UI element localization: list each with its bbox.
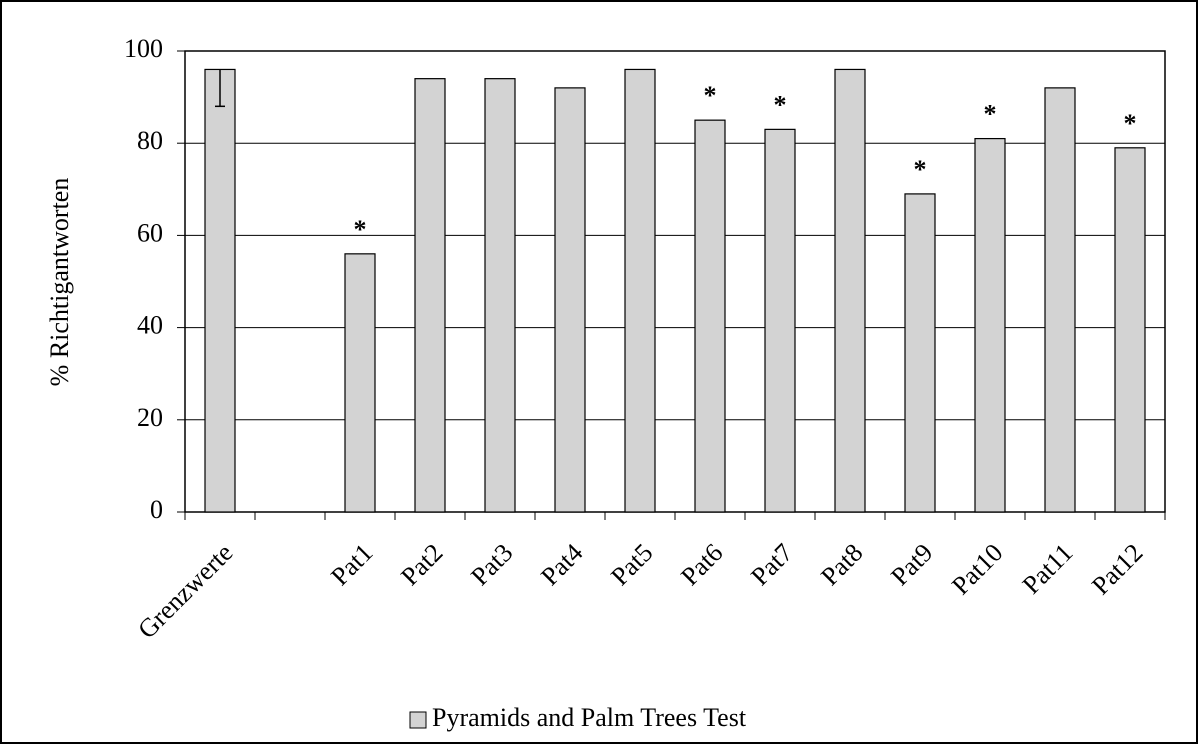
x-tick-label: Pat11 [1017, 538, 1079, 600]
y-axis-label: % Richtigantworten [45, 178, 74, 387]
annotation: * [774, 90, 787, 119]
bar [834, 68, 866, 513]
bar [1044, 87, 1076, 513]
legend-label: Pyramids and Palm Trees Test [432, 703, 747, 732]
x-tick-label: Grenzwerte [132, 538, 238, 644]
bar [694, 119, 726, 513]
annotation: * [354, 215, 367, 244]
annotation: * [1124, 109, 1137, 138]
x-tick-label: Pat4 [535, 538, 588, 591]
bar [624, 68, 656, 513]
legend-swatch [409, 711, 427, 729]
x-tick-label: Pat2 [395, 538, 448, 591]
x-tick-label: Pat10 [946, 538, 1008, 600]
y-tick-label: 80 [137, 126, 163, 155]
y-tick-label: 20 [137, 403, 163, 432]
plot-border [184, 50, 1166, 513]
bar [974, 137, 1006, 513]
x-tick-label: Pat9 [885, 538, 938, 591]
x-tick-label: Pat5 [605, 538, 658, 591]
x-tick-label: Pat3 [465, 538, 518, 591]
bar [484, 78, 516, 513]
annotation: * [704, 81, 717, 110]
bar [1114, 147, 1146, 513]
x-tick-label: Pat12 [1086, 538, 1148, 600]
y-tick-label: 60 [137, 218, 163, 247]
bar [344, 253, 376, 513]
bar [204, 68, 236, 513]
y-tick-label: 40 [137, 311, 163, 340]
annotation: * [914, 155, 927, 184]
annotation: * [984, 100, 997, 129]
y-tick-label: 0 [150, 495, 163, 524]
bar [414, 78, 446, 513]
x-tick-label: Pat8 [815, 538, 868, 591]
bar [554, 87, 586, 513]
bar [764, 128, 796, 513]
x-tick-label: Pat1 [325, 538, 378, 591]
x-tick-label: Pat7 [745, 538, 798, 591]
y-tick-label: 100 [124, 34, 163, 63]
x-tick-label: Pat6 [675, 538, 728, 591]
bar [904, 193, 936, 513]
